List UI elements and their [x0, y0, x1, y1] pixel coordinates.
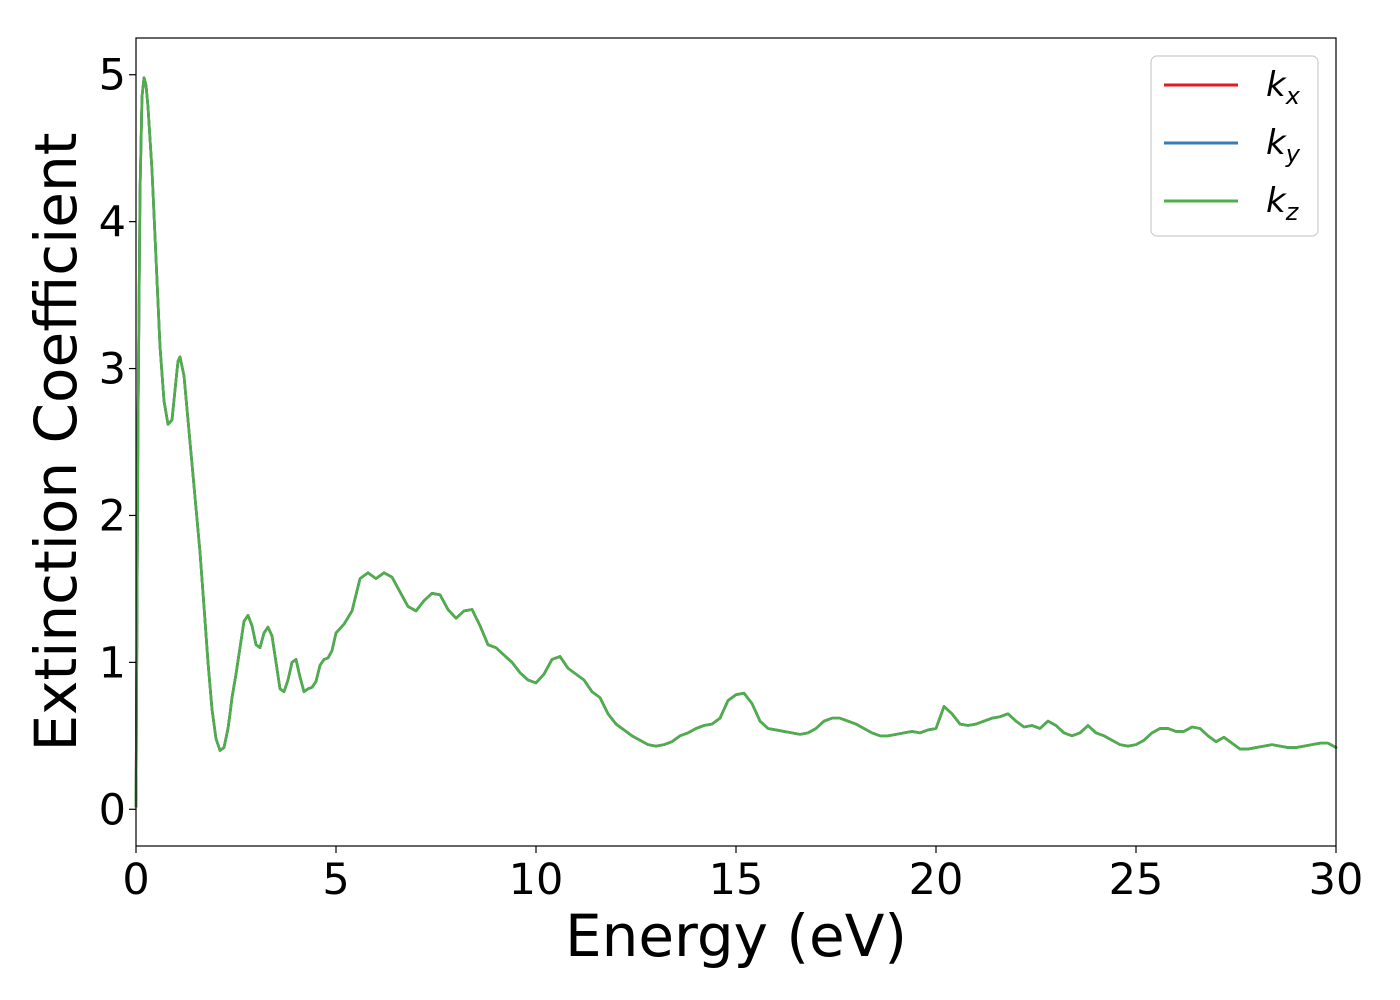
- x-tick-label: 10: [509, 855, 564, 905]
- y-tick-label: 1: [99, 638, 126, 688]
- y-tick-label: 5: [99, 51, 126, 101]
- x-tick-label: 5: [322, 855, 349, 905]
- y-tick-label: 0: [99, 785, 126, 835]
- x-tick-label: 25: [1109, 855, 1164, 905]
- x-tick-label: 15: [709, 855, 764, 905]
- legend-label-k_y: ky: [1266, 123, 1301, 168]
- legend: kx ky kz: [1150, 55, 1319, 237]
- x-tick-label: 0: [122, 855, 149, 905]
- y-axis: 0 1 2 3 4 5: [99, 51, 136, 835]
- y-tick-label: 2: [99, 491, 126, 541]
- x-tick-label: 20: [909, 855, 964, 905]
- x-axis: 0 5 10 15 20 25 30: [122, 846, 1363, 905]
- series-line-k_z: [134, 76, 1338, 808]
- y-axis-title: Extinction Coefficient: [22, 133, 90, 752]
- y-tick-label: 3: [99, 345, 126, 395]
- legend-label-k_x: kx: [1266, 65, 1301, 110]
- y-tick-label: 4: [99, 198, 126, 248]
- x-tick-label: 30: [1309, 855, 1364, 905]
- legend-label-k_z: kz: [1266, 181, 1300, 226]
- plot-lines: [134, 76, 1338, 808]
- x-axis-title: Energy (eV): [565, 902, 907, 970]
- legend-box: [1150, 55, 1319, 237]
